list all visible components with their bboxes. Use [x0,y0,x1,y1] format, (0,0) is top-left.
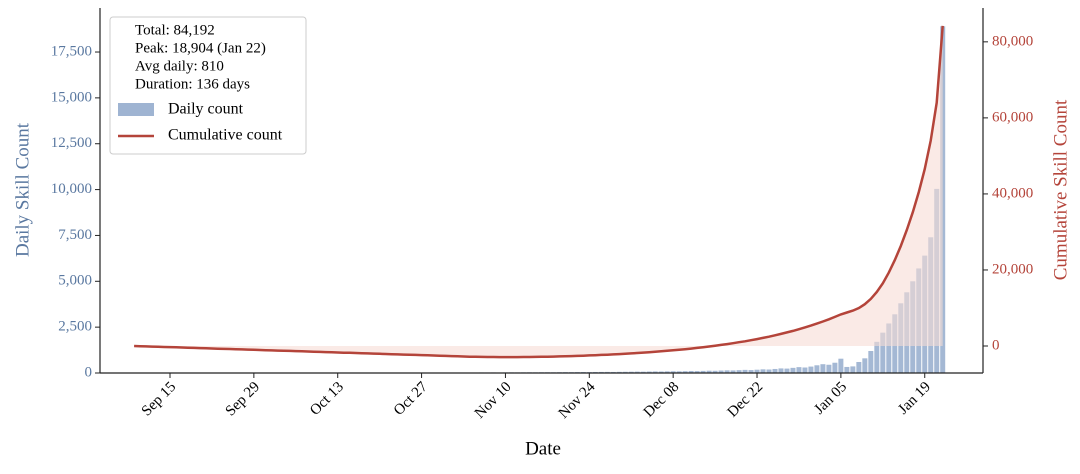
annotation: Duration: 136 days [135,76,250,92]
bar [790,368,795,373]
y-tick-label: 10,000 [51,181,92,197]
legend-swatch [118,103,154,116]
legend-label: Cumulative count [168,127,283,144]
y-tick-label: 5,000 [58,273,92,289]
bar [772,369,777,373]
y-tick-label: 7,500 [58,227,92,243]
annotation: Avg daily: 810 [135,58,224,74]
bar [784,369,789,373]
y2-tick-label: 40,000 [992,185,1033,201]
legend: Total: 84,192 Peak: 18,904 (Jan 22) Avg da… [110,17,306,154]
bar [874,342,879,373]
bar [820,364,825,373]
y2-tick-label: 20,000 [992,261,1033,277]
bar [778,368,783,373]
bar [814,365,819,373]
y-tick-label: 17,500 [51,43,92,59]
y2-tick-label: 0 [992,337,1000,353]
x-tick-label: Oct 13 [307,379,347,419]
bar [862,358,867,373]
y-tick-label: 0 [85,364,93,380]
x-axis-label: Date [525,438,561,459]
bar [826,365,831,373]
annotation: Total: 84,192 [135,22,215,38]
x-tick-label: Oct 27 [391,379,431,419]
y2-tick-label: 80,000 [992,33,1033,49]
x-tick-label: Dec 22 [725,379,767,421]
x-tick-label: Jan 05 [811,379,850,418]
x-tick-label: Nov 10 [472,379,515,422]
bar [856,362,861,373]
bar [844,367,849,373]
bar [796,367,801,373]
legend-label: Daily count [168,101,244,118]
x-tick-label: Jan 19 [895,379,934,418]
bar [802,367,807,373]
y-tick-label: 15,000 [51,89,92,105]
x-tick-label: Sep 15 [139,379,179,419]
y2-axis-label: Cumulative Skill Count [1050,99,1071,280]
bar [838,359,843,373]
x-tick-label: Nov 24 [556,379,599,422]
y-tick-label: 12,500 [51,135,92,151]
y-axis-label: Daily Skill Count [12,122,33,257]
bar [808,367,813,373]
x-tick-label: Sep 29 [223,379,263,419]
annotation: Peak: 18,904 (Jan 22) [135,40,266,56]
y2-tick-label: 60,000 [992,109,1033,125]
x-tick-label: Dec 08 [641,379,683,421]
bar [868,351,873,373]
bar [850,366,855,373]
bar [832,363,837,373]
y-tick-label: 2,500 [58,319,92,335]
